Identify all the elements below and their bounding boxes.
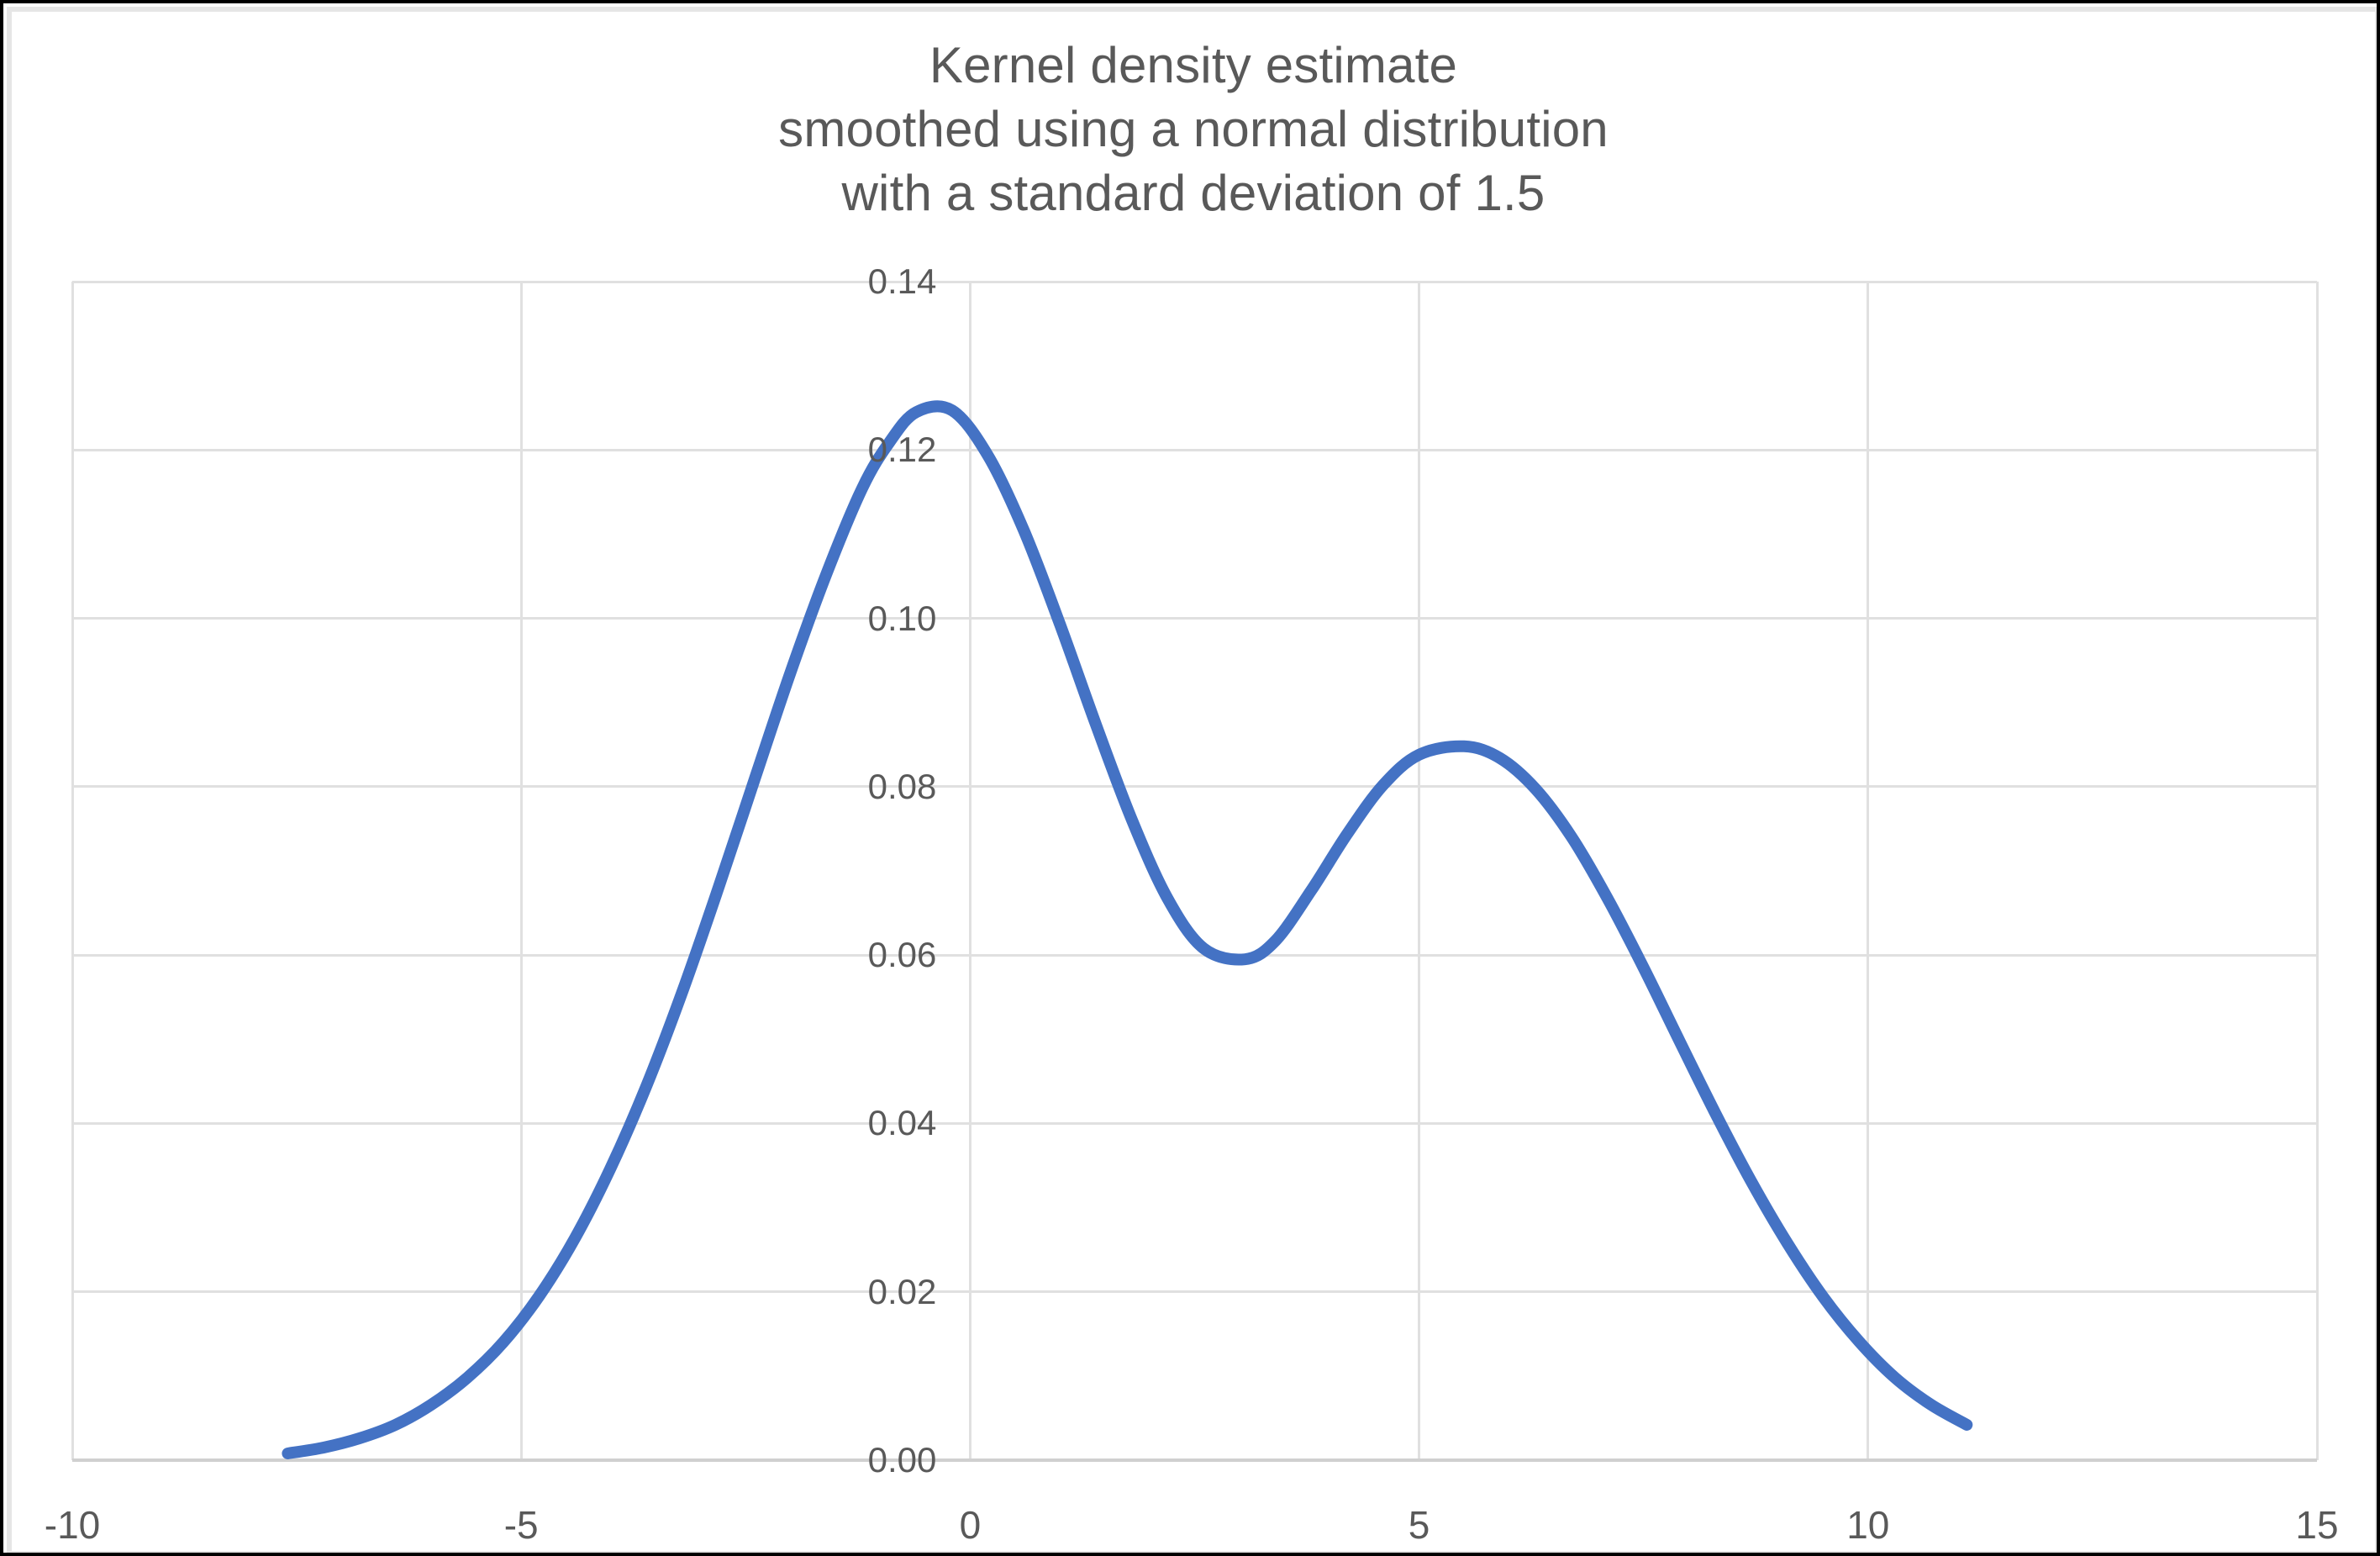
y-axis-tick-label: 0.00 [867, 1440, 937, 1480]
y-axis-tick-label: 0.06 [867, 935, 937, 975]
gridline-horizontal [72, 617, 2317, 620]
x-axis-tick-label: 0 [959, 1503, 982, 1547]
gridline-horizontal [72, 448, 2317, 451]
gridline-vertical [71, 282, 74, 1460]
y-axis-tick-label: 0.12 [867, 430, 937, 470]
gridline-horizontal [72, 785, 2317, 789]
gridline-vertical [1867, 282, 1870, 1460]
x-axis-tick-label: 15 [2295, 1503, 2339, 1547]
x-axis-tick-label: -10 [44, 1503, 101, 1547]
kde-curve-path [282, 400, 1973, 1459]
y-axis-tick-label: 0.08 [867, 766, 937, 806]
gridline-horizontal [72, 1121, 2317, 1125]
y-axis-tick-label: 0.10 [867, 598, 937, 638]
gridline-horizontal [72, 953, 2317, 957]
gridline-vertical [1418, 282, 1421, 1460]
x-axis-tick-label: 10 [1846, 1503, 1890, 1547]
plot-area [71, 280, 2319, 1462]
x-axis-line [72, 1458, 2317, 1462]
y-axis-tick-label: 0.02 [867, 1271, 937, 1311]
y-axis-tick-label: 0.14 [867, 261, 937, 301]
chart-frame [7, 7, 2377, 1553]
gridline-horizontal [72, 1290, 2317, 1294]
gridline-vertical [968, 282, 971, 1460]
x-axis-tick-label: 5 [1408, 1503, 1430, 1547]
gridline-vertical [519, 282, 523, 1460]
gridline-horizontal [72, 280, 2317, 283]
gridline-vertical [2315, 282, 2319, 1460]
chart-title: Kernel density estimate smoothed using a… [778, 37, 1609, 221]
kde-curve-svg [282, 400, 1973, 1459]
x-axis-tick-label: -5 [503, 1503, 539, 1547]
y-axis-tick-label: 0.04 [867, 1103, 937, 1143]
